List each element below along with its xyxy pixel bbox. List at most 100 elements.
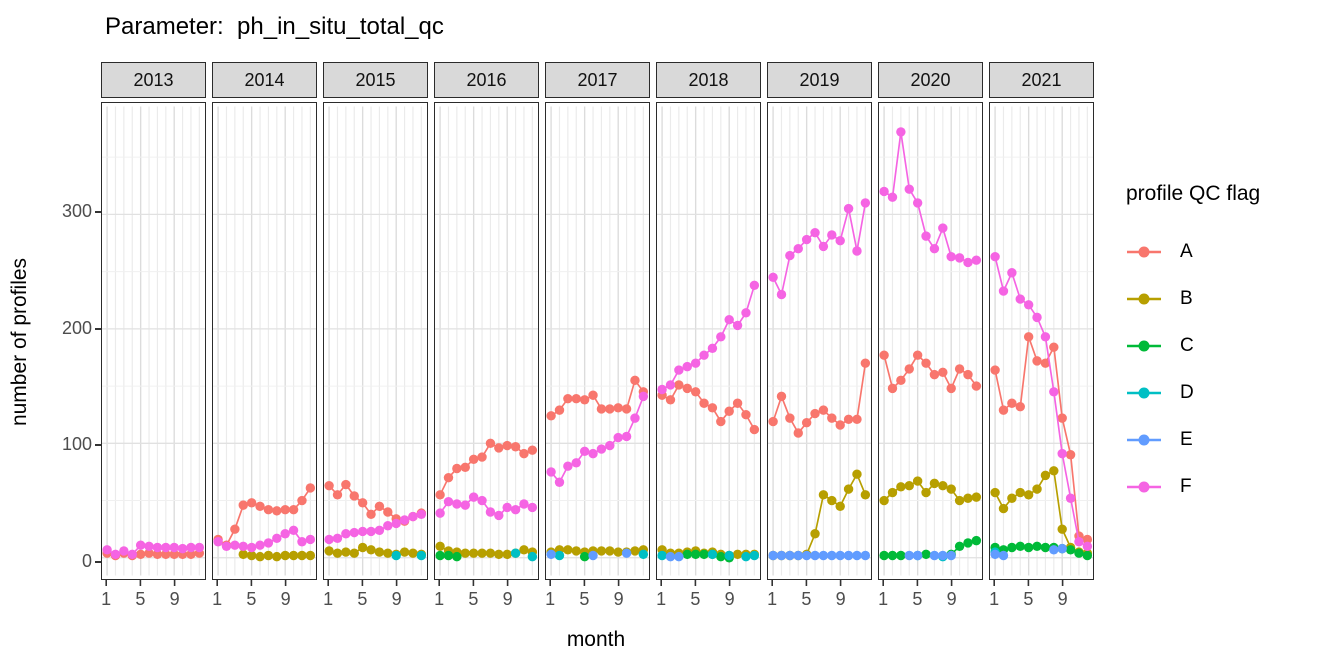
data-point-A: [443, 472, 454, 483]
facet-strip-label: 2013: [101, 62, 206, 98]
data-point-A: [810, 408, 820, 419]
data-point-A: [971, 381, 982, 391]
data-point-A: [571, 393, 581, 404]
data-point-F: [990, 252, 1000, 262]
legend-item-A: A: [1120, 228, 1340, 275]
y-tick-label: 100: [61, 434, 92, 455]
data-point-A: [366, 509, 376, 519]
series-D: [554, 549, 649, 561]
data-point-F: [835, 235, 845, 246]
data-point-C: [887, 550, 898, 561]
data-point-F: [785, 250, 795, 261]
data-point-C: [443, 550, 454, 561]
series-B: [768, 469, 871, 561]
data-point-F: [749, 280, 760, 291]
data-point-B: [571, 546, 581, 556]
data-point-A: [246, 498, 257, 508]
series-A: [546, 375, 649, 421]
data-point-F: [213, 537, 223, 547]
data-point-E: [929, 550, 940, 561]
data-point-E: [818, 550, 829, 561]
facet-strip-label: 2020: [878, 62, 983, 98]
legend-item-C: C: [1120, 322, 1340, 369]
data-point-F: [230, 540, 240, 550]
data-point-B: [852, 469, 862, 479]
legend-label: A: [1180, 240, 1193, 262]
data-point-B: [810, 529, 820, 539]
data-point-F: [366, 526, 376, 537]
data-point-F: [596, 444, 607, 454]
data-point-A: [169, 549, 179, 560]
series-A: [768, 358, 871, 438]
data-point-F: [818, 241, 829, 252]
data-point-B: [408, 548, 418, 558]
data-point-D: [724, 550, 734, 561]
x-tick-labels: 1 5 9: [656, 587, 761, 611]
data-point-A: [896, 375, 906, 386]
data-point-A: [502, 440, 512, 451]
x-tick-label: 9: [169, 589, 180, 609]
data-point-B: [374, 547, 385, 557]
data-point-B: [1040, 470, 1051, 481]
series-C: [579, 551, 590, 562]
data-point-F: [435, 508, 445, 518]
data-point-E: [776, 550, 787, 561]
data-point-D: [749, 550, 760, 561]
data-point-E: [860, 550, 871, 561]
facet-panel-2014: [212, 102, 317, 580]
data-point-F: [383, 521, 393, 531]
data-point-A: [707, 403, 718, 413]
data-point-F: [929, 243, 940, 254]
facet-panel-2016: [434, 102, 539, 580]
x-tick-labels: 1 5 9: [434, 587, 539, 611]
data-point-A: [255, 501, 265, 511]
data-point-B: [468, 548, 479, 558]
x-tick-label: 9: [835, 589, 846, 609]
data-point-B: [1007, 493, 1017, 503]
data-point-E: [835, 550, 845, 561]
data-point-F: [341, 529, 351, 539]
legend-key-icon: [1127, 340, 1161, 351]
data-point-B: [238, 549, 248, 560]
data-point-E: [674, 551, 684, 562]
data-point-F: [741, 308, 751, 318]
data-point-C: [435, 550, 445, 561]
data-point-B: [998, 503, 1009, 514]
data-point-A: [749, 424, 760, 435]
data-point-A: [485, 438, 496, 449]
data-point-A: [954, 364, 965, 374]
data-point-A: [510, 442, 521, 452]
data-point-E: [621, 548, 632, 558]
series-F: [435, 492, 538, 521]
x-tick-label: 1: [767, 589, 778, 609]
data-point-A: [230, 524, 240, 534]
data-point-F: [682, 361, 692, 372]
data-point-B: [1049, 466, 1059, 476]
data-point-F: [1007, 268, 1017, 278]
data-point-A: [272, 506, 282, 516]
data-point-B: [827, 495, 837, 506]
x-tick-label: 1: [323, 589, 334, 609]
data-point-A: [374, 501, 385, 511]
data-point-A: [990, 365, 1000, 375]
x-tick-label: 5: [801, 589, 812, 609]
data-point-F: [1082, 541, 1093, 552]
data-point-F: [954, 253, 965, 263]
data-point-F: [519, 499, 529, 509]
data-point-A: [938, 367, 948, 378]
data-point-F: [102, 545, 112, 555]
data-point-F: [238, 541, 248, 552]
series-F: [657, 280, 760, 395]
data-point-D: [741, 551, 751, 562]
data-point-A: [818, 405, 829, 415]
data-point-E: [768, 550, 778, 561]
data-point-B: [477, 548, 487, 558]
data-point-C: [1023, 542, 1034, 553]
data-point-A: [690, 387, 701, 397]
data-point-F: [971, 255, 982, 265]
legend-key-icon: [1127, 434, 1161, 445]
data-point-F: [827, 230, 837, 240]
facet-2016: 2016 1 5 9: [434, 62, 539, 611]
data-point-B: [818, 490, 829, 500]
data-point-D: [707, 549, 718, 560]
